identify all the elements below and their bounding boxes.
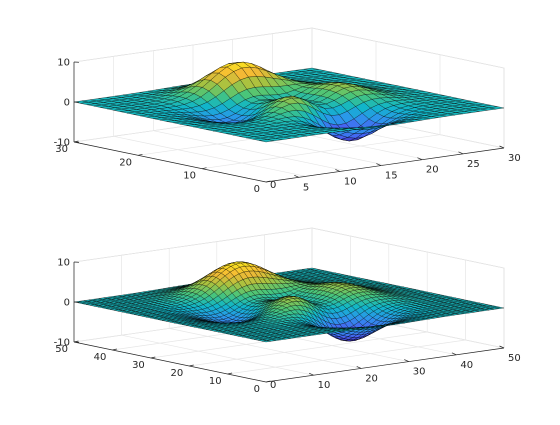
surface-mesh — [74, 262, 504, 342]
z-tick-label: 0 — [64, 98, 70, 109]
grid-line — [189, 332, 427, 366]
x-tick-label: 50 — [508, 353, 521, 364]
grid-line — [202, 135, 440, 169]
y-tick-label: 30 — [132, 360, 145, 371]
z-tick-label: 10 — [57, 58, 70, 69]
x-tick-label: 15 — [385, 171, 398, 182]
y-tick-label: 0 — [254, 184, 260, 195]
y-tick-label: 20 — [119, 157, 132, 168]
y-tick-mark — [112, 349, 117, 350]
y-tick-mark — [138, 154, 143, 155]
z-tick-label: 10 — [57, 258, 70, 269]
y-tick-mark — [74, 341, 79, 342]
x-tick-label: 20 — [365, 373, 378, 384]
y-tick-label: 10 — [209, 376, 222, 387]
y-tick-label: 30 — [55, 144, 68, 155]
y-tick-mark — [151, 357, 156, 358]
x-tick-mark — [294, 175, 299, 177]
x-tick-label: 30 — [508, 153, 521, 164]
x-tick-label: 0 — [270, 180, 276, 191]
x-tick-label: 0 — [270, 380, 276, 391]
y-tick-label: 20 — [170, 368, 183, 379]
x-tick-label: 40 — [460, 360, 473, 371]
y-tick-mark — [228, 373, 233, 374]
x-tick-label: 10 — [318, 380, 331, 391]
grid-line — [228, 340, 466, 374]
y-tick-label: 0 — [254, 384, 260, 395]
y-tick-label: 40 — [94, 352, 107, 363]
y-tick-label: 10 — [183, 171, 196, 182]
z-tick-label: 0 — [64, 298, 70, 309]
grid-line — [74, 28, 504, 68]
x-tick-label: 5 — [303, 182, 309, 193]
x-tick-label: 25 — [467, 159, 480, 170]
y-tick-mark — [74, 141, 79, 142]
y-tick-mark — [202, 168, 207, 169]
x-tick-label: 20 — [426, 165, 439, 176]
x-tick-label: 10 — [344, 176, 357, 187]
grid-line — [122, 335, 314, 375]
x-tick-label: 30 — [413, 367, 426, 378]
grid-line — [74, 228, 504, 268]
surface-mesh — [74, 62, 504, 142]
y-tick-mark — [189, 365, 194, 366]
y-tick-label: 50 — [55, 344, 68, 355]
x-tick-mark — [335, 169, 340, 171]
